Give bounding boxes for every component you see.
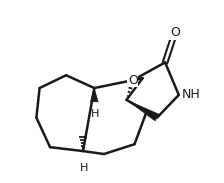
Text: H: H xyxy=(80,163,88,173)
Text: O: O xyxy=(128,74,138,87)
Text: NH: NH xyxy=(182,88,201,101)
Polygon shape xyxy=(90,88,98,102)
Polygon shape xyxy=(127,100,159,121)
Text: O: O xyxy=(170,26,180,39)
Text: H: H xyxy=(91,109,99,119)
